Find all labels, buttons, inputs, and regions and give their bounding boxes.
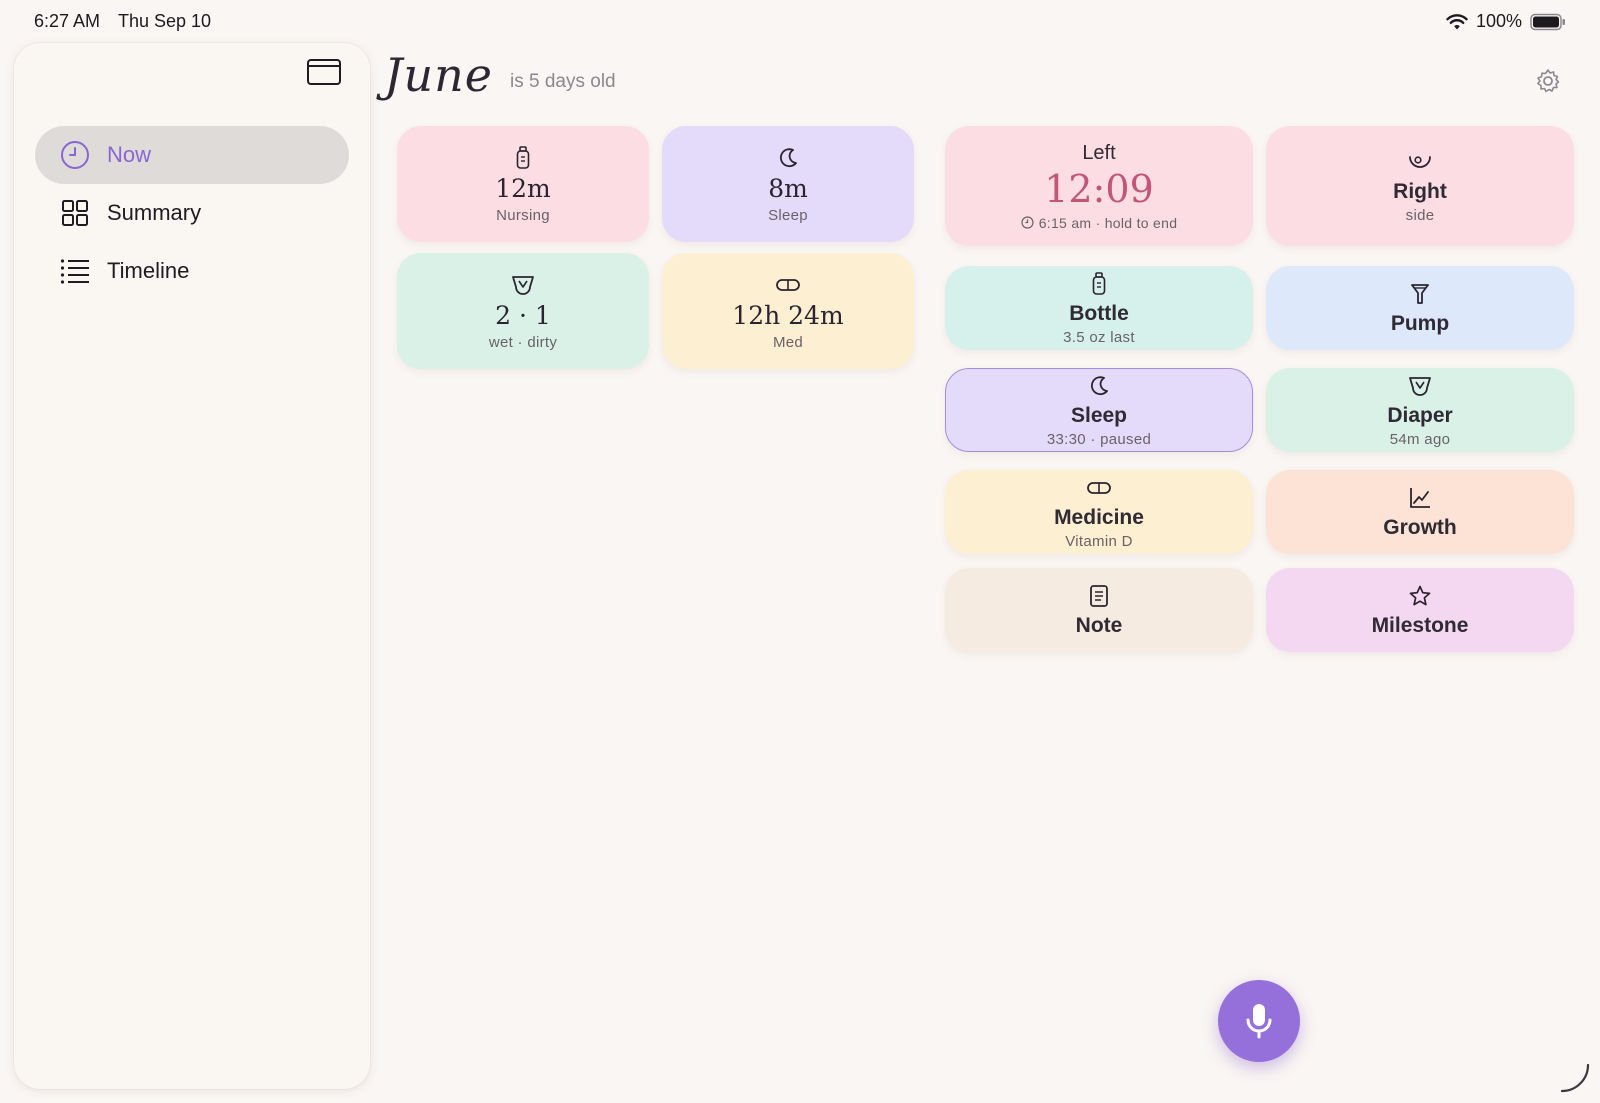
- stat-card-sleep[interactable]: 8m Sleep: [662, 126, 914, 242]
- status-time: 6:27 AM: [34, 11, 101, 31]
- action-title: Sleep: [1070, 404, 1128, 427]
- moon-icon: [777, 144, 799, 172]
- action-subtitle: 33:30 · paused: [1046, 431, 1152, 448]
- gear-icon[interactable]: [1535, 68, 1561, 94]
- timer-hint: 6:15 am · hold to end: [1021, 215, 1178, 231]
- sidebar-item-now[interactable]: Now: [35, 126, 349, 184]
- diaper-button[interactable]: Diaper 54m ago: [1266, 368, 1574, 452]
- stat-label: wet · dirty: [488, 334, 558, 351]
- sidebar-item-timeline[interactable]: Timeline: [35, 242, 349, 300]
- action-title: Pump: [1390, 312, 1450, 335]
- pump-icon: [1409, 280, 1431, 308]
- stat-card-med[interactable]: 12h 24m Med: [662, 253, 914, 369]
- action-title: Medicine: [1054, 506, 1144, 529]
- action-subtitle: Vitamin D: [1065, 533, 1133, 550]
- sidebar-item-label: Timeline: [107, 258, 190, 283]
- growth-button[interactable]: Growth: [1266, 470, 1574, 554]
- clock-icon: [1021, 216, 1034, 229]
- pump-button[interactable]: Pump: [1266, 266, 1574, 350]
- moon-icon: [1088, 372, 1110, 400]
- timer-hint-text: 6:15 am · hold to end: [1038, 214, 1178, 231]
- stat-value: 12h 24m: [732, 301, 844, 330]
- stat-card-nursing[interactable]: 12m Nursing: [397, 126, 649, 242]
- status-right: 100%: [1446, 11, 1566, 32]
- nursing-right-button[interactable]: Right side: [1266, 126, 1574, 246]
- action-title: Milestone: [1371, 614, 1469, 637]
- bottle-button[interactable]: Bottle 3.5 oz last: [945, 266, 1253, 350]
- bottle-icon: [1090, 270, 1108, 298]
- baby-name: June: [384, 48, 493, 102]
- sidebar-item-summary[interactable]: Summary: [35, 184, 349, 242]
- action-title: Diaper: [1387, 404, 1453, 427]
- status-date: Thu Sep 10: [118, 11, 212, 31]
- stat-label: Sleep: [768, 207, 808, 224]
- diaper-icon: [511, 271, 535, 299]
- microphone-icon: [1246, 1004, 1272, 1039]
- list-icon: [59, 255, 91, 287]
- voice-input-button[interactable]: [1218, 980, 1300, 1062]
- resize-handle-icon[interactable]: [1560, 1063, 1592, 1095]
- breast-icon: [1407, 148, 1433, 176]
- stat-label: Nursing: [496, 207, 550, 224]
- battery-icon: [1530, 13, 1565, 30]
- stat-label: Med: [772, 334, 804, 351]
- sleep-button[interactable]: Sleep 33:30 · paused: [945, 368, 1253, 452]
- milestone-button[interactable]: Milestone: [1266, 568, 1574, 652]
- action-title: Growth: [1383, 516, 1457, 539]
- stat-value: 2 · 1: [495, 301, 551, 330]
- pill-icon: [775, 271, 801, 299]
- nursing-timer-left[interactable]: Left 12:09 6:15 am · hold to end: [945, 126, 1253, 246]
- action-subtitle: 54m ago: [1389, 431, 1451, 448]
- status-bar: 6:27 AM Thu Sep 10 100%: [0, 0, 1600, 42]
- diaper-icon: [1408, 372, 1432, 400]
- grid-icon: [59, 197, 91, 229]
- stat-value: 12m: [495, 174, 551, 203]
- sidebar-toggle-icon[interactable]: [306, 57, 342, 87]
- star-icon: [1408, 582, 1432, 610]
- action-title: Right: [1393, 180, 1447, 203]
- action-title: Bottle: [1069, 302, 1129, 325]
- action-subtitle: side: [1405, 207, 1435, 224]
- stat-value: 8m: [768, 174, 808, 203]
- baby-age: is 5 days old: [510, 71, 616, 92]
- medicine-button[interactable]: Medicine Vitamin D: [945, 470, 1253, 554]
- growth-chart-icon: [1408, 484, 1432, 512]
- action-title: Note: [1075, 614, 1123, 637]
- pill-icon: [1086, 474, 1112, 502]
- sidebar-item-label: Now: [107, 142, 152, 167]
- stat-card-diaper[interactable]: 2 · 1 wet · dirty: [397, 253, 649, 369]
- clock-icon: [59, 139, 91, 171]
- sidebar-nav: Now Summary: [35, 126, 349, 300]
- note-button[interactable]: Note: [945, 568, 1253, 652]
- wifi-icon: [1446, 13, 1468, 29]
- note-icon: [1089, 582, 1109, 610]
- bottle-icon: [514, 144, 532, 172]
- sidebar-item-label: Summary: [107, 200, 202, 225]
- sidebar: Now Summary: [14, 43, 370, 1089]
- battery-percent: 100%: [1475, 11, 1522, 31]
- timer-label: Left: [1082, 141, 1116, 164]
- action-subtitle: 3.5 oz last: [1063, 329, 1135, 346]
- timer-value: 12:09: [1044, 166, 1154, 211]
